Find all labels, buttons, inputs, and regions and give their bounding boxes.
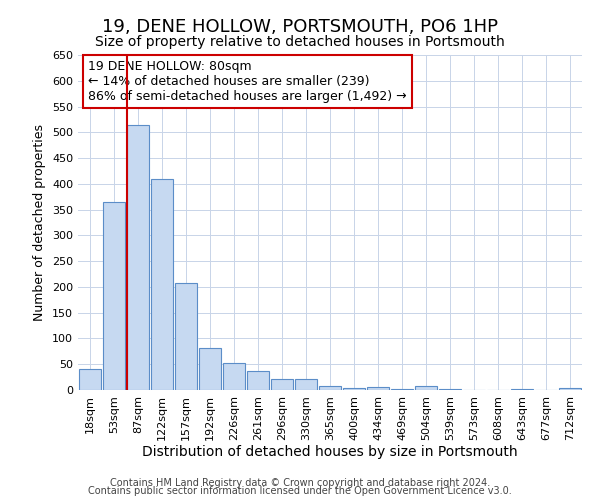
Bar <box>151 178 173 390</box>
Bar <box>319 386 341 390</box>
Bar <box>295 379 317 390</box>
Text: 19 DENE HOLLOW: 80sqm
← 14% of detached houses are smaller (239)
86% of semi-det: 19 DENE HOLLOW: 80sqm ← 14% of detached … <box>88 60 407 103</box>
Text: Contains HM Land Registry data © Crown copyright and database right 2024.: Contains HM Land Registry data © Crown c… <box>110 478 490 488</box>
Bar <box>511 389 533 390</box>
Bar <box>79 370 101 390</box>
Bar <box>127 124 149 390</box>
Bar <box>367 387 389 390</box>
Bar <box>415 386 437 390</box>
Bar <box>199 348 221 390</box>
Bar <box>559 388 581 390</box>
Bar <box>103 202 125 390</box>
X-axis label: Distribution of detached houses by size in Portsmouth: Distribution of detached houses by size … <box>142 446 518 460</box>
Text: Contains public sector information licensed under the Open Government Licence v3: Contains public sector information licen… <box>88 486 512 496</box>
Text: Size of property relative to detached houses in Portsmouth: Size of property relative to detached ho… <box>95 35 505 49</box>
Text: 19, DENE HOLLOW, PORTSMOUTH, PO6 1HP: 19, DENE HOLLOW, PORTSMOUTH, PO6 1HP <box>102 18 498 36</box>
Bar <box>223 362 245 390</box>
Bar <box>271 379 293 390</box>
Y-axis label: Number of detached properties: Number of detached properties <box>34 124 46 321</box>
Bar <box>343 388 365 390</box>
Bar <box>247 371 269 390</box>
Bar <box>175 284 197 390</box>
